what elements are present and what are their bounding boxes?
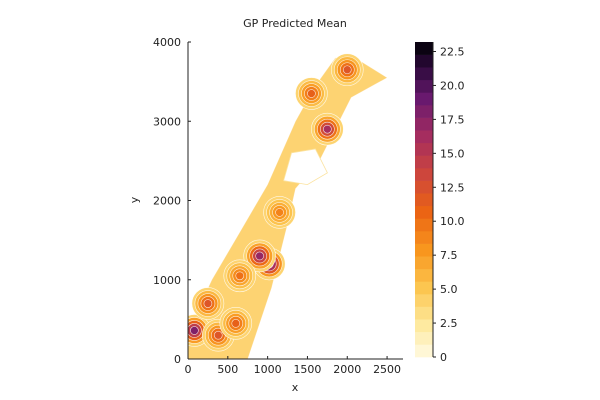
colorbar-band [415, 294, 433, 307]
colorbar-band [415, 54, 433, 68]
hotspot-level [213, 330, 223, 340]
colorbar-tick-label: 17.5 [440, 113, 465, 126]
colorbar-band [415, 281, 433, 295]
colorbar-band [415, 42, 433, 55]
hotspot-level [307, 89, 316, 98]
region-hole [283, 148, 328, 186]
x-tick-label: 2000 [333, 363, 361, 376]
chart-title: GP Predicted Mean [243, 17, 347, 30]
hotspot-3 [311, 112, 344, 146]
hotspot-10 [219, 307, 253, 340]
colorbar-tick-label: 10.0 [440, 215, 465, 228]
hotspot-6 [330, 53, 364, 87]
hotspot-level [275, 208, 284, 217]
colorbar-band [415, 168, 433, 181]
hotspot-9 [263, 196, 296, 229]
colorbar-band [415, 231, 433, 244]
hotspot-level [342, 65, 352, 75]
colorbar-band [415, 331, 433, 345]
hotspot-level [255, 251, 264, 261]
colorbar-tick-label: 12.5 [440, 181, 465, 194]
hotspot-8 [223, 259, 257, 293]
hotspot-7 [295, 77, 328, 110]
colorbar-tick-label: 20.0 [440, 79, 465, 92]
colorbar-band [415, 117, 433, 131]
colorbar-tick-label: 0 [440, 351, 447, 364]
x-tick-label: 500 [217, 363, 238, 376]
colorbar-band [415, 268, 433, 282]
hotspot-0 [188, 314, 211, 347]
x-tick-label: 2500 [373, 363, 401, 376]
hotspot-level [190, 326, 199, 335]
colorbar-band [415, 142, 433, 156]
colorbar-band [415, 243, 433, 257]
x-tick-label: 0 [185, 363, 192, 376]
x-tick-label: 1500 [293, 363, 321, 376]
colorbar-tick-label: 15.0 [440, 147, 465, 160]
hotspot-level [203, 299, 213, 308]
colorbar-band [415, 344, 433, 358]
y-tick-label: 3000 [153, 115, 181, 128]
colorbar-tick-label: 2.5 [440, 317, 458, 330]
hotspot-2 [243, 239, 276, 273]
colorbar-band [415, 105, 433, 118]
colorbar-band [415, 256, 433, 270]
colorbar-band [415, 218, 433, 232]
colorbar-tick-label: 5.0 [440, 283, 458, 296]
colorbar-band [415, 67, 433, 81]
y-tick-label: 1000 [153, 274, 181, 287]
colorbar-band [415, 130, 433, 144]
contour-field [188, 53, 388, 359]
hotspot-5 [191, 287, 225, 320]
hotspot-level [231, 319, 241, 328]
colorbar-band [415, 92, 433, 106]
tick-labels: 0 500 1000 1500 2000 2500 0 1000 2000 3000 4000 [153, 36, 401, 376]
colorbar-tick-label: 7.5 [440, 249, 458, 262]
x-tick-label: 1000 [254, 363, 282, 376]
hotspot-level [235, 271, 245, 281]
x-axis-label: x [292, 381, 299, 394]
hotspot-level [323, 124, 332, 134]
colorbar-band [415, 205, 433, 219]
y-axis-label: y [128, 196, 141, 203]
colorbar-band [415, 306, 433, 320]
y-tick-label: 0 [174, 353, 181, 366]
colorbar-band [415, 155, 433, 169]
y-tick-label: 2000 [153, 195, 181, 208]
colorbar-band [415, 193, 433, 207]
colorbar-tick-label: 22.5 [440, 46, 465, 59]
colorbar-band [415, 180, 433, 194]
colorbar-band [415, 319, 433, 333]
colorbar-band [415, 79, 433, 93]
colorbar: 0 2.5 5.0 7.5 10.0 12.5 15.0 17.5 20.0 22.5 [415, 42, 465, 364]
y-tick-label: 4000 [153, 36, 181, 49]
